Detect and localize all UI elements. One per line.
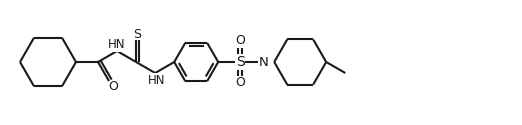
Text: S: S xyxy=(133,28,141,40)
Text: O: O xyxy=(235,76,245,90)
Text: HN: HN xyxy=(108,38,126,52)
Text: O: O xyxy=(108,80,118,92)
Text: O: O xyxy=(235,34,245,48)
Text: HN: HN xyxy=(147,74,165,86)
Text: N: N xyxy=(258,56,268,68)
Text: S: S xyxy=(236,55,245,69)
